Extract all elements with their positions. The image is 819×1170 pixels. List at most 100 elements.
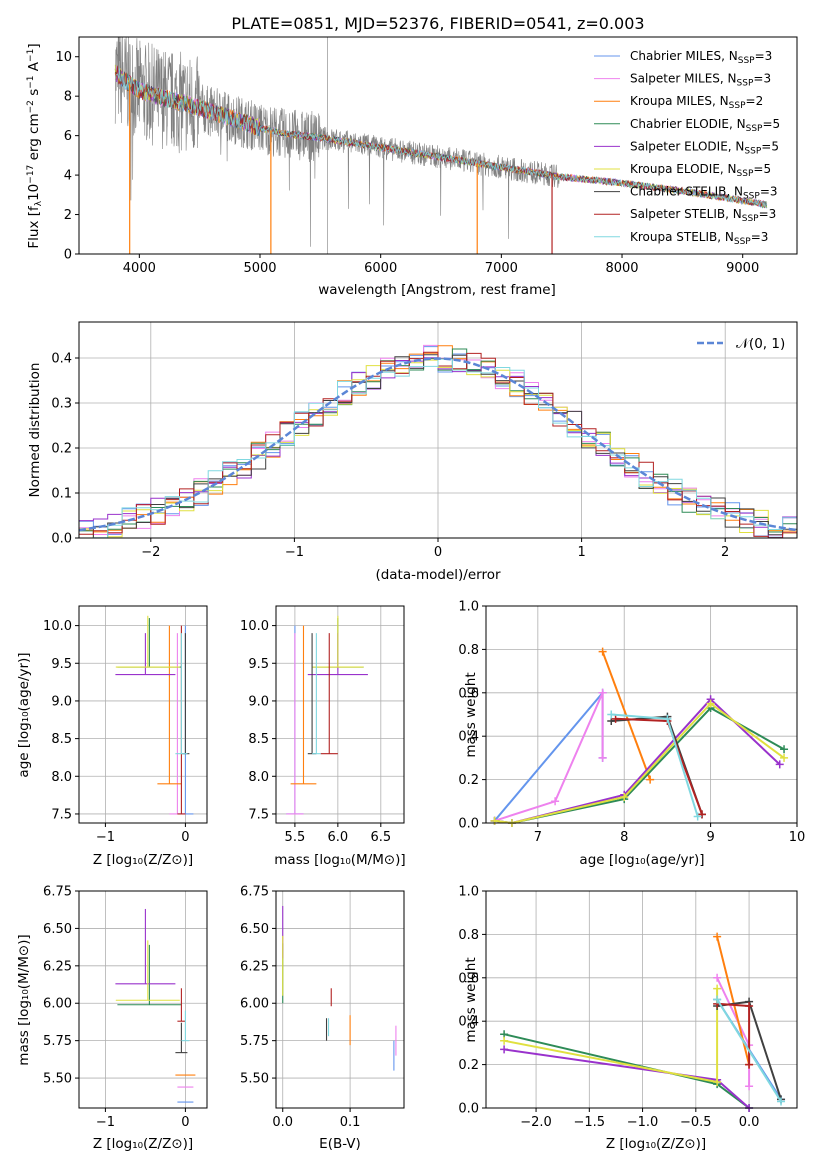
legend-label-text: Kroupa MILES, N [630, 94, 729, 108]
mass-ebv-frame [275, 890, 405, 1109]
age-z-ylabel: age [log₁₀(age/yr)] [16, 652, 32, 777]
mass-ebv-ytick-label: 5.75 [240, 1034, 269, 1049]
weight-age-marker [611, 714, 620, 723]
weight-z-xtick-label: −2.0 [520, 1115, 552, 1130]
weight-z-ytick-label: 0.8 [458, 928, 479, 943]
weight-age-ytick-label: 0.6 [458, 686, 479, 701]
age-mass-ytick-label: 9.0 [248, 694, 269, 709]
residual-xtick-label: −2 [141, 545, 160, 560]
observed-spectrum [114, 36, 560, 254]
weight-z-line-2 [716, 936, 751, 1065]
legend-label-sub: SSP [746, 124, 763, 134]
residual-ytick-label: 0.0 [51, 532, 72, 547]
residual-xtick-label: 1 [577, 545, 585, 560]
spectrum-labels: wavelength [Angstrom, rest frame] Flux [… [26, 43, 556, 298]
age-z-xtick-label: −1 [96, 830, 115, 845]
weight-vs-age-panel: 7 8 9 10 0.0 0.2 0.4 0.6 0.8 1.0 [458, 600, 805, 846]
legend-label-5: Kroupa ELODIE, NSSP=5 [630, 162, 771, 179]
residual-xlabel: (data-model)/error [375, 567, 501, 583]
spectrum-xtick-label: 4000 [123, 261, 156, 276]
weight-age-marker [775, 760, 784, 769]
age-z-ytick-label: 8.0 [51, 770, 72, 785]
legend-label-1: Salpeter MILES, NSSP=3 [630, 72, 771, 89]
legend-label-text: Chabrier STELIB, N [630, 185, 743, 199]
weight-age-marker [646, 775, 655, 784]
legend-label-text: Chabrier ELODIE, N [630, 117, 746, 131]
residual-labels: (data-model)/error Normed distribution 𝒩… [27, 336, 785, 583]
age-mass-frame [275, 605, 405, 824]
weight-age-ytick-label: 0.0 [458, 817, 479, 832]
small-panel-labels: Z [log₁₀(Z/Z⊙)] age [log₁₀(age/yr)] mass… [16, 652, 706, 1152]
legend-label-8: Kroupa STELIB, NSSP=3 [630, 230, 768, 247]
weight-z-marker [500, 1036, 509, 1045]
spectrum-ytick-label: 4 [64, 169, 72, 184]
legend-label-6: Chabrier STELIB, NSSP=3 [630, 185, 778, 202]
weight-age-marker [693, 812, 702, 821]
mass-z-ytick-label: 6.00 [43, 997, 72, 1012]
mass-z-frame [78, 890, 208, 1109]
weight-vs-metallicity-panel: −2.0 −1.5 −1.0 −0.5 0.0 0.0 0.2 0.4 0.6 0.8 1.0 [458, 885, 798, 1130]
legend-label-sub: SSP [743, 192, 760, 202]
mass-vs-metallicity-panel: −1 0 5.50 5.75 6.00 6.25 6.50 6.75 [43, 885, 208, 1130]
legend-label-tail: =2 [746, 94, 764, 108]
legend-label-sub: SSP [737, 79, 754, 89]
legend-label-tail: =3 [759, 207, 777, 221]
mass-ebv-xtick-label: 0.0 [272, 1115, 293, 1130]
weight-age-marker [607, 710, 616, 719]
legend-label-4: Salpeter ELODIE, NSSP=5 [630, 139, 779, 156]
mass-z-ylabel: mass [log₁₀(M/M⊙)] [16, 934, 32, 1065]
spectrum-xtick-label: 6000 [364, 261, 397, 276]
spectrum-xtick-label: 8000 [605, 261, 638, 276]
weight-z-line-1 [716, 977, 751, 1087]
weight-z-marker [777, 1097, 786, 1106]
mass-z-xtick-label: −1 [96, 1115, 115, 1130]
residual-histogram-panel: −2 −1 0 1 2 0.0 0.1 0.2 0.3 0.4 [51, 321, 798, 560]
spectrum-ytick-label: 8 [64, 90, 72, 105]
residual-hist-3 [79, 348, 797, 539]
weight-z-ytick-label: 1.0 [458, 885, 479, 900]
age-mass-ytick-label: 7.5 [248, 807, 269, 822]
age-mass-ytick-label: 8.0 [248, 770, 269, 785]
age-z-ytick-label: 10.0 [43, 619, 72, 634]
weight-age-marker [551, 797, 560, 806]
mass-z-ytick-label: 5.50 [43, 1072, 72, 1087]
legend-label-tail: =3 [753, 72, 771, 86]
mass-ebv-ytick-label: 6.00 [240, 997, 269, 1012]
legend-label-sub: SSP [729, 101, 746, 111]
mass-z-ytick-label: 6.50 [43, 922, 72, 937]
weight-z-marker [745, 1082, 754, 1091]
legend-label-text: Kroupa STELIB, N [630, 230, 734, 244]
weight-z-marker [713, 932, 722, 941]
residual-ylabel: Normed distribution [27, 363, 43, 498]
age-mass-ytick-label: 9.5 [248, 657, 269, 672]
age-mass-ytick-label: 10.0 [240, 619, 269, 634]
mass-ebv-ytick-label: 6.75 [240, 885, 269, 900]
mass-ebv-xlabel: E(B-V) [319, 1136, 361, 1152]
weight-z-marker [713, 973, 722, 982]
weight-z-xtick-label: −0.5 [680, 1115, 712, 1130]
mass-ebv-ytick-label: 5.50 [240, 1072, 269, 1087]
mass-z-ytick-label: 6.75 [43, 885, 72, 900]
spectrum-frame [78, 36, 798, 255]
weight-z-ytick-label: 0.4 [458, 1015, 479, 1030]
age-z-ytick-label: 9.0 [51, 694, 72, 709]
weight-age-marker [620, 792, 629, 801]
mass-z-xlabel: Z [log₁₀(Z/Z⊙)] [93, 1136, 193, 1152]
mass-ebv-ytick-label: 6.25 [240, 959, 269, 974]
legend-label-tail: =5 [762, 117, 780, 131]
legend-label-3: Chabrier ELODIE, NSSP=5 [630, 117, 780, 134]
spectrum-ytick-label: 2 [64, 208, 72, 223]
residual-ytick-label: 0.4 [51, 352, 72, 367]
weight-age-marker [663, 714, 672, 723]
legend-label-sub: SSP [742, 214, 759, 224]
weight-z-xtick-label: 0.0 [739, 1115, 760, 1130]
residual-xtick-label: 0 [434, 545, 442, 560]
mass-z-ytick-label: 5.75 [43, 1034, 72, 1049]
weight-age-line-1 [494, 692, 604, 822]
residual-frame [78, 321, 798, 539]
weight-age-marker [598, 647, 607, 656]
legend-label-sub: SSP [737, 169, 754, 179]
weight-z-frame [485, 890, 798, 1109]
residual-hist-8 [79, 358, 797, 539]
